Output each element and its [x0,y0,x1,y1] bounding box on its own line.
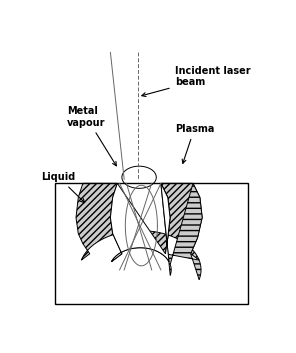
Text: Plasma: Plasma [175,124,214,163]
Text: Incident laser
beam: Incident laser beam [142,66,250,96]
Polygon shape [76,183,202,262]
Bar [55,183,248,304]
Text: Metal
vapour: Metal vapour [67,106,116,166]
Polygon shape [161,183,202,280]
Polygon shape [110,183,170,262]
Polygon shape [122,166,156,189]
Text: Liquid: Liquid [41,172,85,203]
